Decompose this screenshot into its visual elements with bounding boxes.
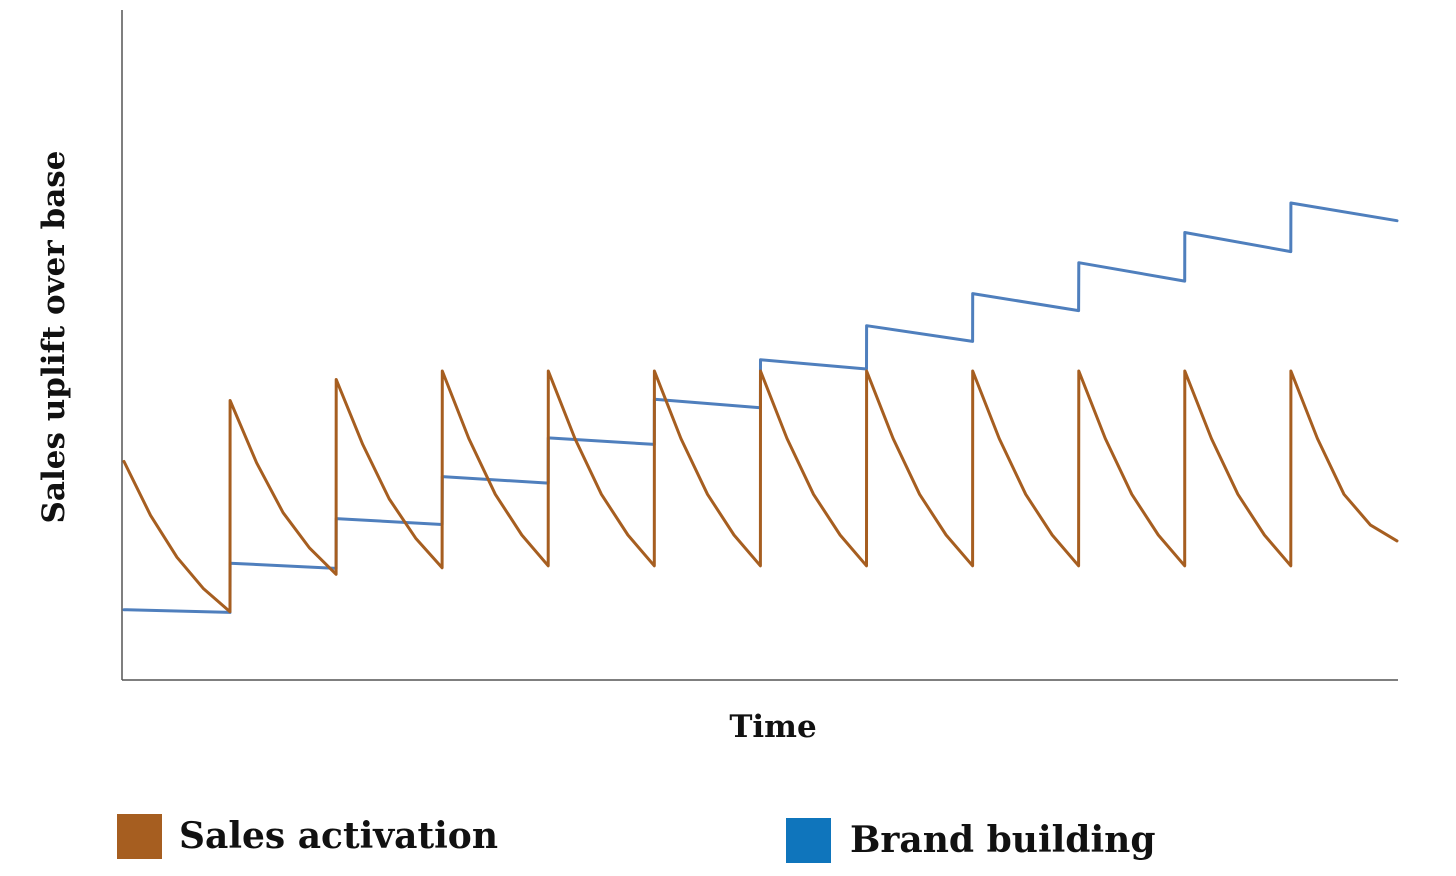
legend-swatch-sales-activation — [117, 814, 162, 859]
series-line-sales-activation — [122, 369, 1399, 614]
series-layer — [122, 201, 1399, 614]
legend-item-sales-activation: Sales activation — [117, 814, 498, 859]
y-axis-title: Sales uplift over base — [36, 151, 72, 524]
legend-item-brand-building: Brand building — [786, 818, 1156, 863]
legend-label-brand-building: Brand building — [850, 819, 1156, 861]
legend-swatch-brand-building — [786, 818, 831, 863]
x-axis-title: Time — [729, 709, 816, 745]
legend-label-sales-activation: Sales activation — [179, 815, 498, 857]
legend: Sales activation Brand building — [117, 814, 1156, 863]
